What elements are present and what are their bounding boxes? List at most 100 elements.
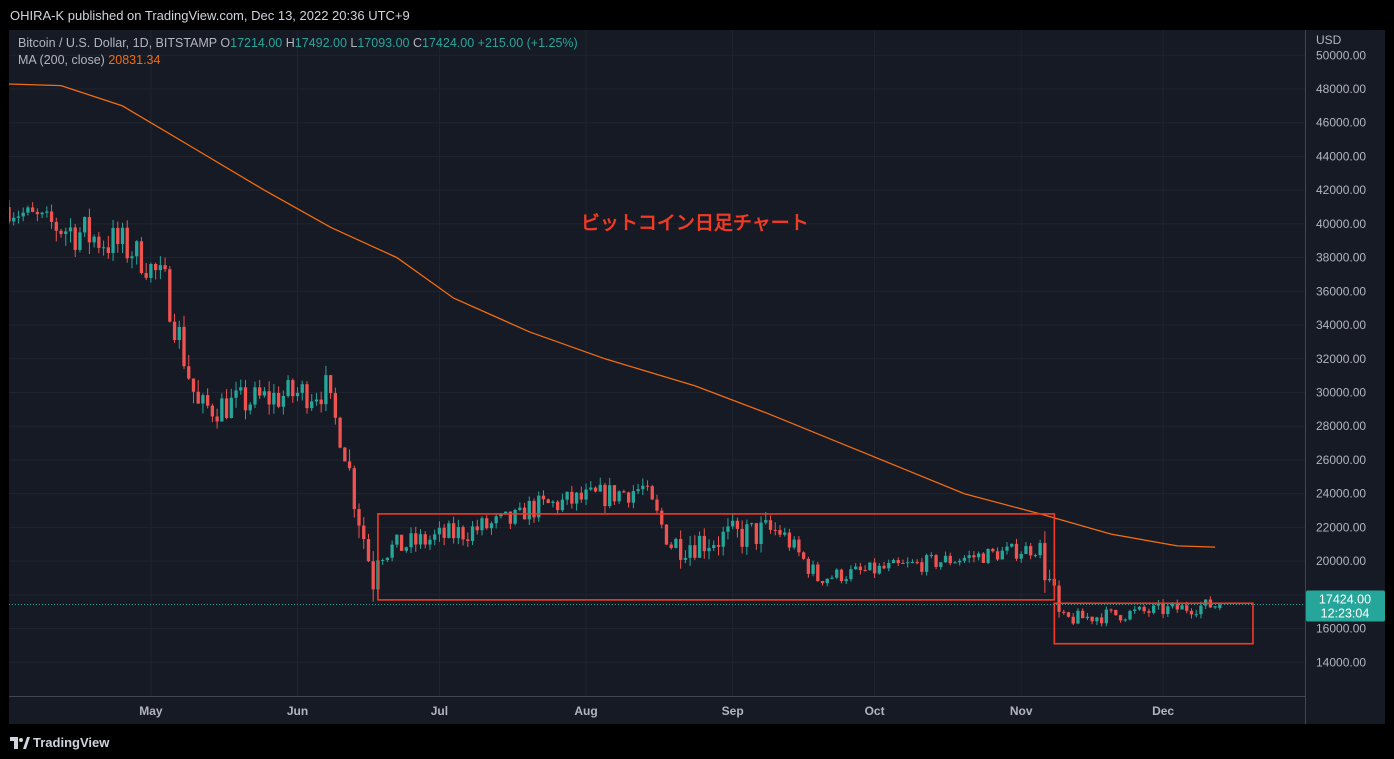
candle-body[interactable] [556,501,560,511]
candle-body[interactable] [749,523,754,525]
candle-body[interactable] [1151,605,1156,613]
candle-body[interactable] [645,485,650,487]
candle-body[interactable] [139,241,144,274]
candle-body[interactable] [404,547,408,551]
candle-body[interactable] [697,535,702,558]
candle-body[interactable] [1128,610,1132,620]
candle-body[interactable] [976,553,981,558]
candle-body[interactable] [409,533,413,548]
candle-body[interactable] [73,227,77,250]
candle-body[interactable] [650,486,654,500]
candle-body[interactable] [1133,609,1137,611]
candle-body[interactable] [1038,543,1042,556]
candle-body[interactable] [423,534,427,545]
candle-body[interactable] [196,391,200,404]
candle-body[interactable] [707,548,711,552]
candle-body[interactable] [177,326,181,341]
candle-body[interactable] [906,562,910,564]
candle-body[interactable] [433,534,437,540]
candle-body[interactable] [1062,611,1066,613]
candle-body[interactable] [362,525,366,540]
candle-body[interactable] [579,492,583,500]
candle-body[interactable] [1000,550,1004,560]
candle-body[interactable] [664,524,669,545]
candle-body[interactable] [352,468,356,510]
candle-body[interactable] [953,562,957,564]
candle-body[interactable] [669,544,673,548]
candle-body[interactable] [1104,609,1108,624]
chart-panel[interactable]: ビットコイン日足チャート14000.0016000.0018000.002000… [9,30,1385,724]
candle-body[interactable] [806,558,811,574]
candle-body[interactable] [1066,612,1071,617]
candle-body[interactable] [816,564,820,582]
candle-body[interactable] [12,217,16,222]
candle-body[interactable] [678,538,683,560]
candle-body[interactable] [262,391,267,396]
candle-body[interactable] [78,232,82,250]
candle-body[interactable] [101,247,106,249]
candle-body[interactable] [26,207,30,213]
candle-body[interactable] [513,509,517,524]
candle-body[interactable] [182,326,186,367]
candle-body[interactable] [683,557,688,560]
candle-body[interactable] [702,535,706,552]
candle-body[interactable] [773,529,777,531]
candle-body[interactable] [92,236,96,243]
candle-body[interactable] [584,489,588,500]
candle-body[interactable] [1118,615,1123,621]
candle-body[interactable] [451,523,456,539]
candle-body[interactable] [447,523,451,538]
candle-body[interactable] [995,551,1000,560]
candle-body[interactable] [617,491,621,502]
candle-body[interactable] [877,565,881,574]
candle-body[interactable] [111,227,115,253]
candle-body[interactable] [59,230,63,234]
candle-body[interactable] [721,531,725,547]
candle-body[interactable] [276,392,281,407]
candle-body[interactable] [466,539,470,541]
candle-body[interactable] [574,492,579,504]
candle-body[interactable] [1137,606,1142,610]
candle-body[interactable] [333,393,338,418]
candle-body[interactable] [295,392,300,397]
candle-body[interactable] [485,518,489,529]
candle-body[interactable] [201,395,205,404]
candle-body[interactable] [565,491,569,500]
candle-body[interactable] [1123,619,1127,621]
candle-body[interactable] [494,516,498,524]
candle-body[interactable] [385,557,390,561]
candle-body[interactable] [759,522,763,544]
candle-body[interactable] [792,539,796,548]
candle-body[interactable] [518,507,522,510]
candle-body[interactable] [655,499,659,511]
candle-body[interactable] [1161,603,1165,614]
candle-body[interactable] [716,545,721,547]
candle-body[interactable] [924,555,929,572]
candle-body[interactable] [281,395,285,407]
candle-body[interactable] [215,416,219,422]
candle-body[interactable] [797,539,801,553]
candle-body[interactable] [206,395,210,406]
candle-body[interactable] [343,447,347,462]
candle-body[interactable] [1218,604,1222,609]
candle-body[interactable] [239,387,243,391]
candle-body[interactable] [754,523,758,544]
candle-body[interactable] [87,217,92,243]
candle-body[interactable] [934,555,938,567]
candle-body[interactable] [258,387,262,396]
candle-body[interactable] [1047,578,1052,581]
candle-body[interactable] [153,263,158,271]
candle-body[interactable] [726,526,730,532]
symbol-legend[interactable]: Bitcoin / U.S. Dollar, 1D, BITSTAMP O172… [18,36,578,50]
candle-body[interactable] [910,562,915,564]
candle-body[interactable] [1109,609,1113,611]
candle-body[interactable] [801,552,806,559]
candle-body[interactable] [120,227,125,245]
candle-body[interactable] [891,560,896,564]
candle-body[interactable] [962,557,967,561]
candle-body[interactable] [437,527,442,535]
range-box-2[interactable] [1053,602,1254,645]
ma-200-line[interactable] [9,83,1216,548]
ma-legend[interactable]: MA (200, close) 20831.34 [18,53,160,67]
candle-body[interactable] [1029,546,1033,556]
